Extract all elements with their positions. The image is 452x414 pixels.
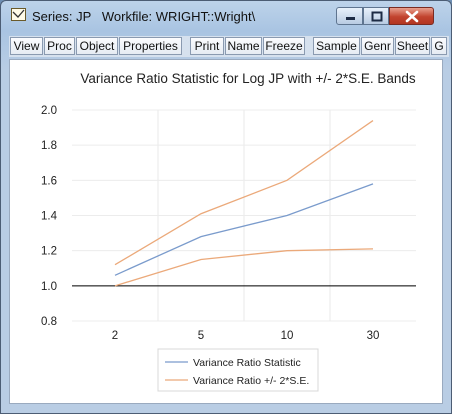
window-title: Series: JP Workfile: WRIGHT::Wright\ — [32, 9, 256, 24]
legend-box — [157, 348, 319, 392]
close-icon — [405, 10, 419, 23]
x-tick-label: 10 — [281, 330, 294, 342]
chart-title: Variance Ratio Statistic for Log JP with… — [80, 71, 416, 86]
y-tick-label: 1.6 — [41, 175, 57, 187]
graph-area[interactable]: Variance Ratio Statistic for Log JP with… — [9, 59, 443, 404]
sheet-button[interactable]: Sheet — [395, 37, 430, 55]
chart-legend: Variance Ratio Statistic Variance Ratio … — [157, 348, 319, 392]
graph-button[interactable]: G — [431, 37, 447, 55]
y-tick-label: 2.0 — [41, 105, 57, 117]
close-button[interactable] — [389, 7, 434, 25]
series-line-lower-band — [114, 248, 374, 287]
chart-window-icon — [11, 8, 26, 21]
maximize-icon — [371, 11, 383, 22]
x-tick-label: 5 — [198, 330, 204, 342]
legend-label-bands: Variance Ratio +/- 2*S.E. — [193, 375, 309, 387]
title-bar[interactable]: Series: JP Workfile: WRIGHT::Wright\ — [1, 1, 451, 32]
name-button[interactable]: Name — [225, 37, 262, 55]
proc-button[interactable]: Proc — [44, 37, 75, 55]
print-button[interactable]: Print — [190, 37, 224, 55]
view-button[interactable]: View — [10, 37, 43, 55]
object-button[interactable]: Object — [76, 37, 118, 55]
minimize-button[interactable] — [336, 7, 363, 25]
variance-ratio-chart: Variance Ratio Statistic for Log JP with… — [41, 71, 416, 392]
series-line-upper-band — [114, 120, 374, 266]
legend-label-statistic: Variance Ratio Statistic — [193, 357, 301, 369]
y-tick-label: 1.0 — [41, 281, 57, 293]
maximize-button[interactable] — [363, 7, 389, 25]
x-tick-label: 30 — [367, 330, 380, 342]
y-tick-label: 1.2 — [41, 246, 57, 258]
properties-button[interactable]: Properties — [119, 37, 182, 55]
series-line-statistic — [114, 183, 374, 276]
minimize-icon — [346, 17, 355, 20]
y-tick-label: 1.4 — [41, 211, 58, 223]
x-tick-label: 2 — [112, 330, 118, 342]
toolbar: View Proc Object Properties Print Name F… — [9, 36, 449, 57]
y-tick-label: 0.8 — [41, 316, 57, 328]
y-tick-label: 1.8 — [41, 140, 57, 152]
sample-button[interactable]: Sample — [313, 37, 360, 55]
genr-button[interactable]: Genr — [361, 37, 394, 55]
freeze-button[interactable]: Freeze — [263, 37, 305, 55]
